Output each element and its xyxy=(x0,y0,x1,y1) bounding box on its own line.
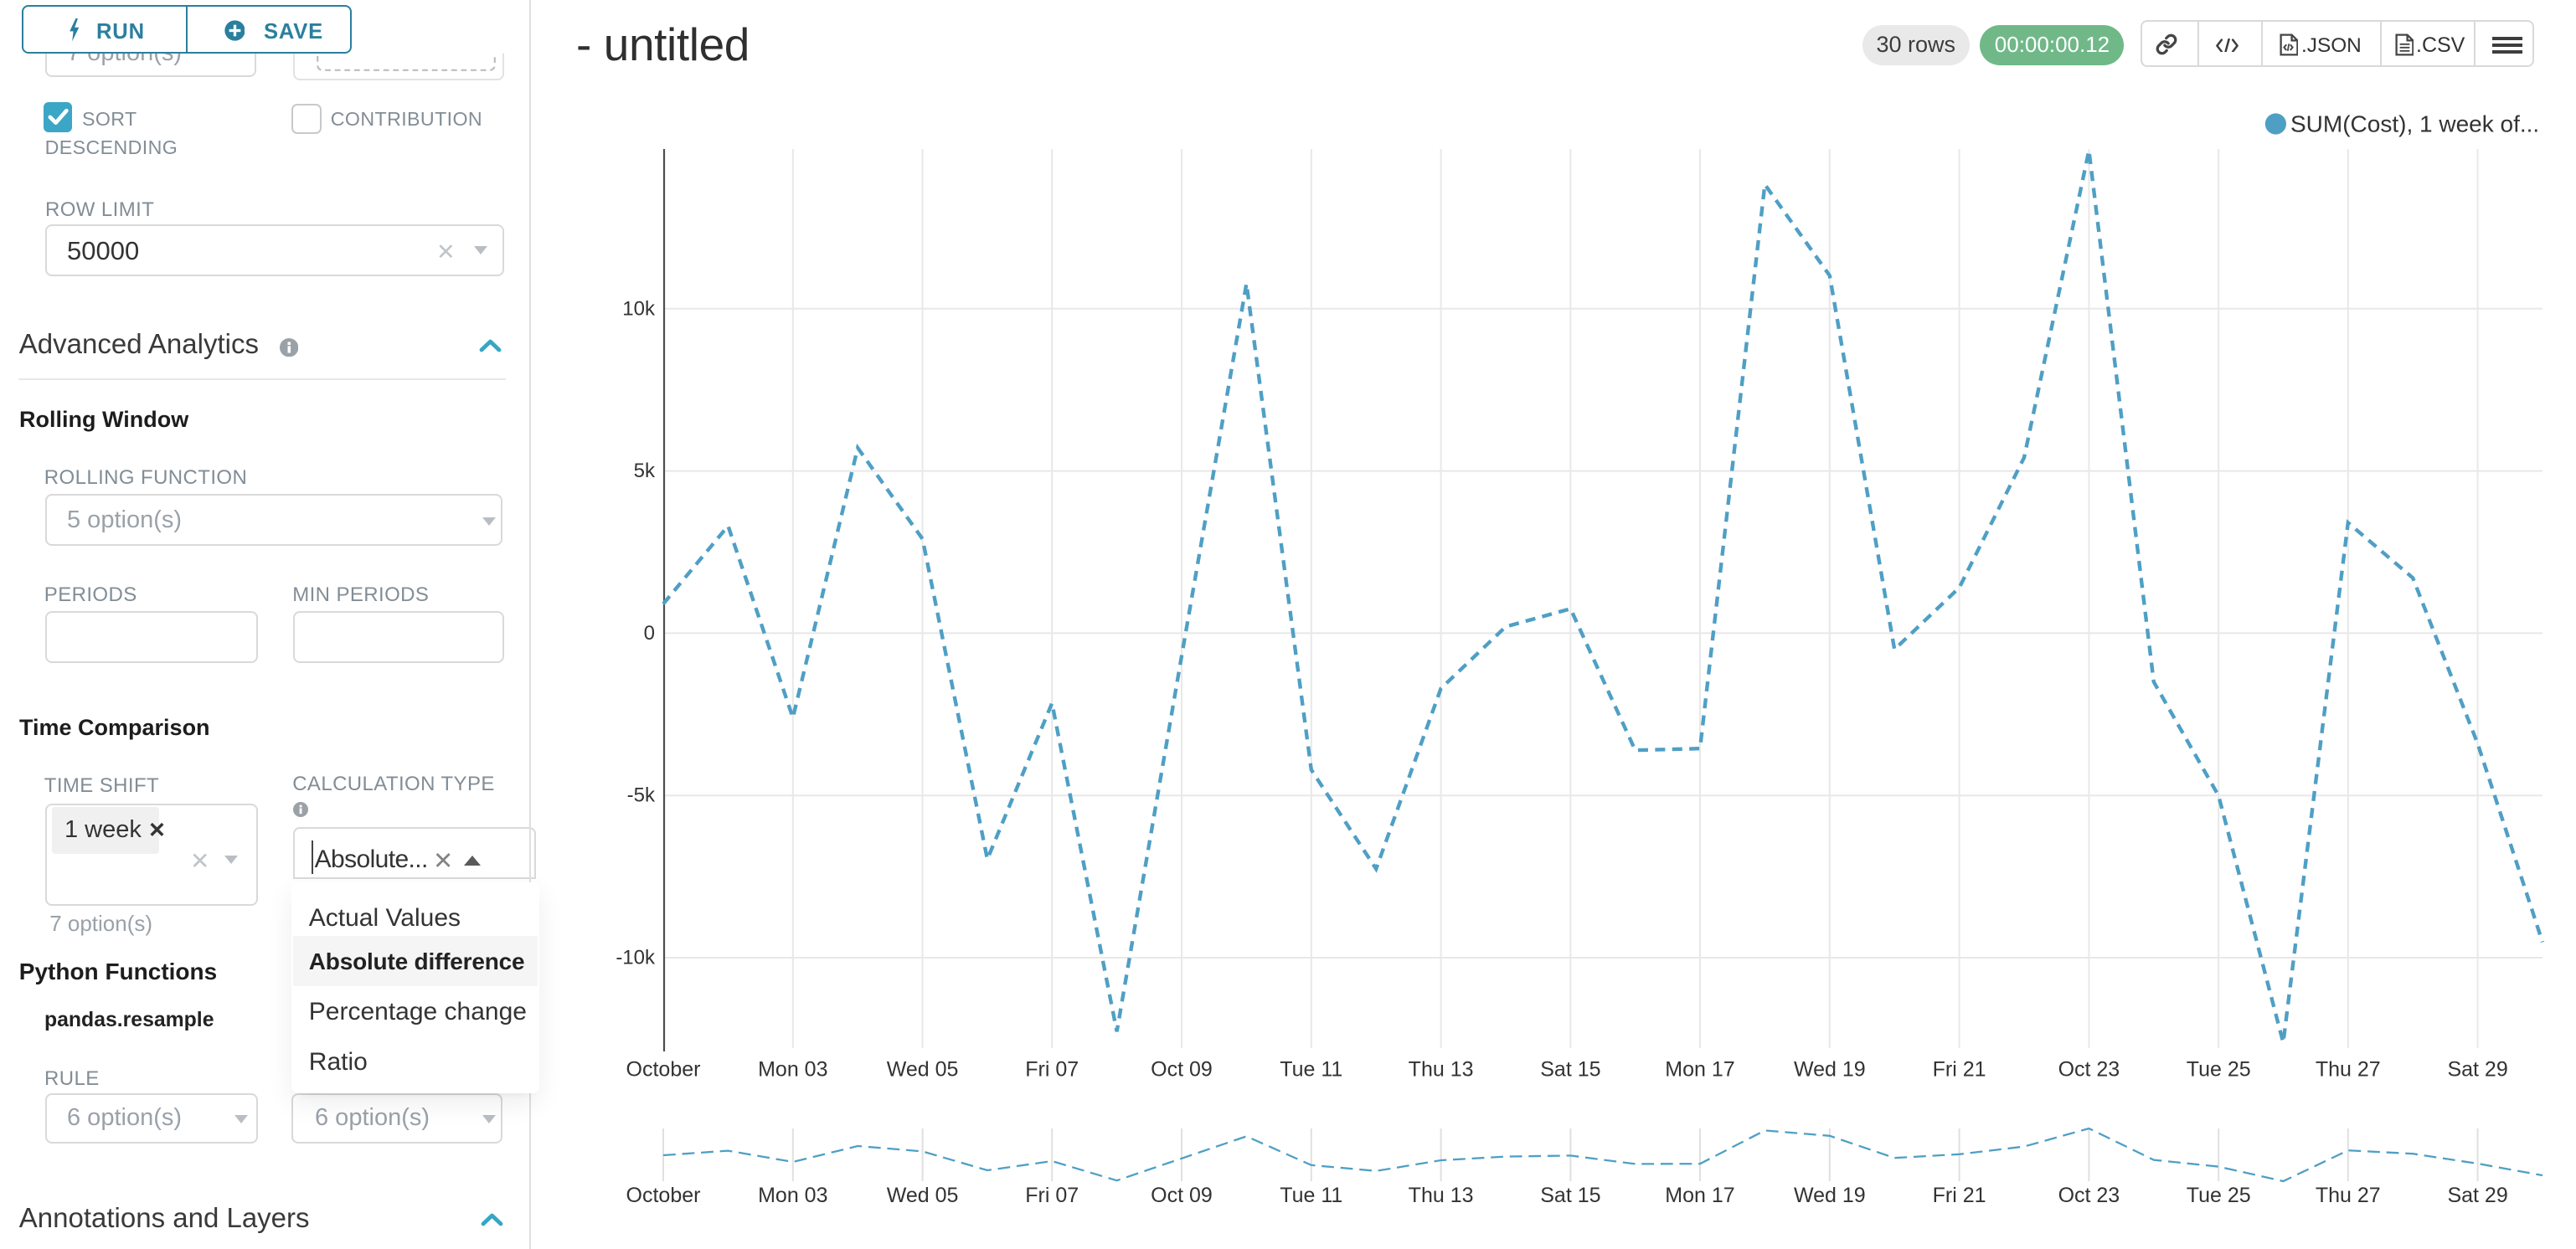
svg-text:Mon 17: Mon 17 xyxy=(1665,1184,1734,1207)
svg-text:Mon 17: Mon 17 xyxy=(1665,1057,1734,1081)
svg-text:Fri 21: Fri 21 xyxy=(1933,1057,1986,1081)
svg-text:Thu 13: Thu 13 xyxy=(1409,1184,1474,1207)
svg-text:Wed 19: Wed 19 xyxy=(1794,1057,1866,1081)
svg-text:October: October xyxy=(626,1057,701,1081)
svg-text:Thu 13: Thu 13 xyxy=(1409,1057,1474,1081)
svg-text:Tue 25: Tue 25 xyxy=(2187,1184,2251,1207)
svg-text:Wed 05: Wed 05 xyxy=(887,1184,959,1207)
svg-text:Thu 27: Thu 27 xyxy=(2316,1184,2381,1207)
svg-text:Fri 07: Fri 07 xyxy=(1025,1184,1079,1207)
svg-text:-5k: -5k xyxy=(627,784,656,807)
svg-text:Sat 15: Sat 15 xyxy=(1540,1057,1600,1081)
svg-text:Wed 19: Wed 19 xyxy=(1794,1184,1866,1207)
svg-text:Tue 11: Tue 11 xyxy=(1280,1184,1342,1207)
svg-text:Mon 03: Mon 03 xyxy=(758,1184,827,1207)
svg-text:-10k: -10k xyxy=(616,947,656,969)
svg-text:Oct 23: Oct 23 xyxy=(2058,1184,2120,1207)
svg-text:Fri 21: Fri 21 xyxy=(1933,1184,1986,1207)
svg-text:Thu 27: Thu 27 xyxy=(2316,1057,2381,1081)
svg-text:Oct 09: Oct 09 xyxy=(1151,1057,1213,1081)
svg-text:Sat 29: Sat 29 xyxy=(2447,1184,2507,1207)
svg-text:Tue 11: Tue 11 xyxy=(1280,1057,1342,1081)
svg-text:Fri 07: Fri 07 xyxy=(1025,1057,1079,1081)
svg-text:Sat 29: Sat 29 xyxy=(2447,1057,2507,1081)
svg-text:10k: 10k xyxy=(622,297,656,320)
svg-text:Tue 25: Tue 25 xyxy=(2187,1057,2251,1081)
svg-text:Mon 03: Mon 03 xyxy=(758,1057,827,1081)
svg-text:5k: 5k xyxy=(634,460,656,482)
svg-text:Wed 05: Wed 05 xyxy=(887,1057,959,1081)
svg-text:0: 0 xyxy=(644,622,655,645)
svg-text:Oct 23: Oct 23 xyxy=(2058,1057,2120,1081)
svg-text:Sat 15: Sat 15 xyxy=(1540,1184,1600,1207)
svg-text:SUM(Cost), 1 week of...: SUM(Cost), 1 week of... xyxy=(2290,111,2539,137)
svg-text:October: October xyxy=(626,1184,701,1207)
svg-text:Oct 09: Oct 09 xyxy=(1151,1184,1213,1207)
